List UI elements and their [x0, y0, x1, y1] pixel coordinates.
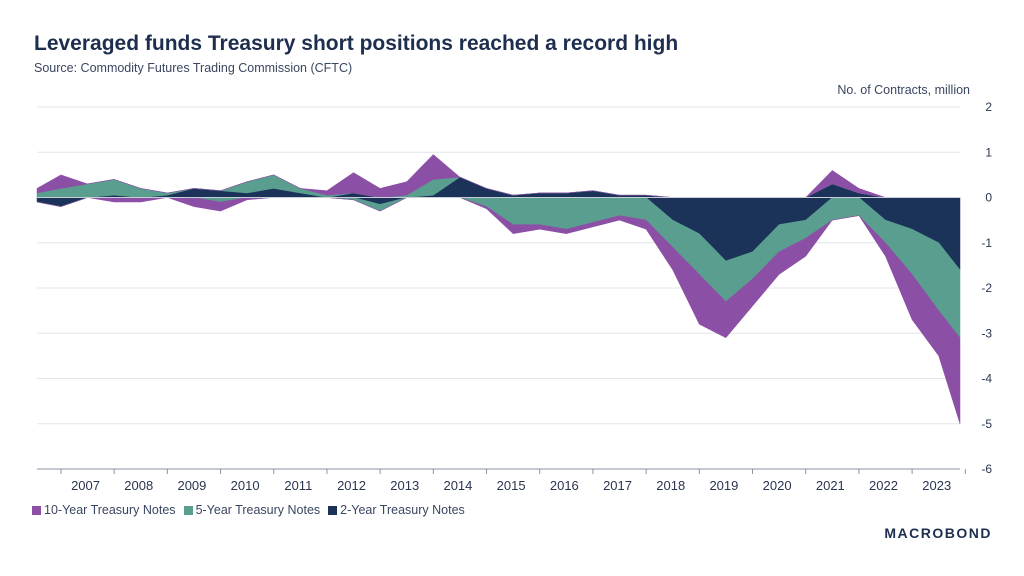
legend-swatch-5-year [183, 505, 193, 515]
y-tick-label: 2 [985, 100, 992, 114]
x-tick-label: 2011 [284, 478, 312, 493]
macrobond-logo: MACROBOND [884, 525, 992, 541]
x-tick-label: 2009 [177, 478, 206, 493]
y-tick-label: -1 [981, 236, 992, 250]
y-tick-label: -2 [981, 281, 992, 295]
legend-swatch-10-year [32, 505, 41, 515]
x-tick-label: 2014 [443, 478, 472, 493]
legend-swatch-2-year [328, 505, 338, 515]
x-tick-label: 2023 [922, 478, 951, 493]
x-tick-label: 2016 [550, 478, 579, 493]
x-tick-label: 2012 [337, 478, 366, 493]
x-tick-label: 2010 [231, 478, 260, 493]
legend-label-10-year: 10-Year Treasury Notes [44, 503, 176, 517]
legend: 10-Year Treasury Notes 5-Year Treasury N… [32, 503, 465, 517]
legend-label-2-year: 2-Year Treasury Notes [340, 503, 465, 517]
x-tick-label: 2021 [816, 478, 845, 493]
x-tick-label: 2013 [390, 478, 419, 493]
legend-label-5-year: 5-Year Treasury Notes [195, 503, 321, 517]
y-tick-label: 1 [985, 145, 992, 159]
x-tick-label: 2019 [709, 478, 738, 493]
x-tick-label: 2022 [869, 478, 898, 493]
x-tick-label: 2020 [763, 478, 792, 493]
y-tick-label: -5 [981, 417, 992, 431]
x-tick-label: 2018 [656, 478, 685, 493]
legend-item-10-year[interactable]: 10-Year Treasury Notes [32, 503, 176, 517]
x-tick-label: 2008 [124, 478, 153, 493]
y-axis-label: No. of Contracts, million [837, 83, 970, 97]
grid-lines [37, 106, 960, 470]
stacked-areas [36, 154, 961, 424]
chart-source: Source: Commodity Futures Trading Commis… [34, 61, 353, 75]
x-tick-label: 2007 [71, 478, 100, 493]
y-tick-label: -4 [981, 372, 992, 386]
y-tick-label: -6 [981, 462, 992, 476]
y-tick-label: 0 [985, 191, 992, 205]
axes: 2 1 0 -1 -2 -3 -4 -5 -6 2007 2008 2009 2010 2011 2012 2… [37, 100, 992, 493]
legend-item-5-year[interactable]: 5-Year Treasury Notes [183, 503, 321, 517]
y-tick-label: -3 [981, 326, 992, 340]
x-tick-label: 2015 [497, 478, 526, 493]
x-tick-label: 2017 [603, 478, 632, 493]
legend-item-2-year[interactable]: 2-Year Treasury Notes [328, 503, 465, 517]
chart-title: Leveraged funds Treasury short positions… [34, 32, 679, 55]
area-10-year-treasury-notes-neg [36, 197, 961, 424]
